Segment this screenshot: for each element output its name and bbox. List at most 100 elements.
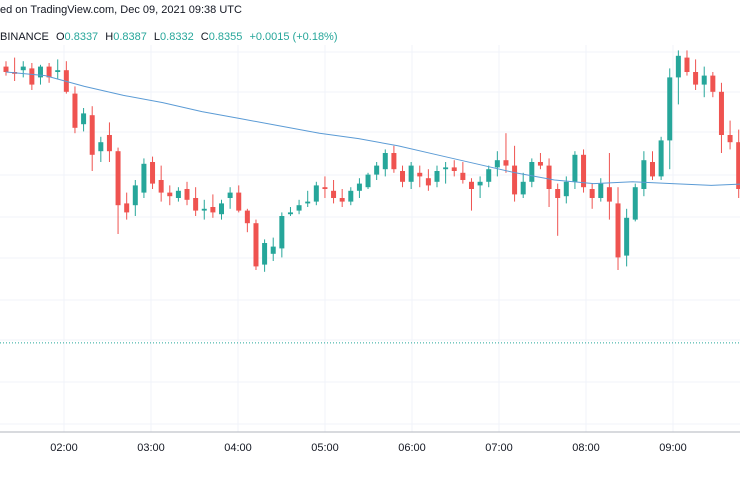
candle [736,129,740,198]
candle-body [624,217,630,256]
candle-body [305,201,311,204]
candle-body [331,190,337,198]
high-value: 0.8387 [113,31,147,43]
candle [253,219,259,270]
candle-body [701,75,707,85]
candle-body [641,160,647,189]
candle-body [339,198,345,202]
low-label: L [153,31,161,43]
candle-body [348,190,354,202]
candle [313,181,319,206]
candle-body [236,192,242,211]
candle-body [37,66,43,78]
candle [374,162,380,180]
candle [167,185,173,206]
candle [227,187,233,209]
candle [624,208,630,267]
candle-body [563,181,569,197]
candle [684,50,690,76]
candle-body [227,192,233,198]
candle-body [589,189,595,198]
candle [546,158,552,207]
candle-body [287,212,293,215]
time-tick-label: 09:00 [659,442,687,454]
candle [29,63,35,90]
candle-body [468,181,474,189]
low-value: 0.8332 [160,31,194,43]
candle [72,86,78,134]
candle [468,178,474,211]
candle-body [322,187,328,189]
candle [529,158,535,188]
candle [589,183,595,209]
candle-body [29,68,35,85]
candle [115,147,121,234]
time-tick-label: 05:00 [311,442,339,454]
symbol-exchange: BINANCE [0,31,49,43]
candle [675,50,681,105]
candle-body [693,72,699,85]
candle [236,185,242,213]
candle-body [175,190,181,198]
candle-body [443,167,449,170]
candle [701,66,707,98]
candle-body [675,55,681,78]
candle [210,194,216,218]
candle [400,165,406,188]
candle [667,68,673,170]
candle [434,165,440,188]
candle-body [81,113,87,125]
candle [175,187,181,202]
close-value: 0.8355 [208,31,243,43]
candle-body [555,189,561,198]
candle [270,237,276,261]
candle-body [598,183,604,198]
candle-body [727,135,733,143]
candle [279,212,285,258]
candle-body [313,185,319,202]
candle-body [201,208,207,211]
candle [356,178,362,198]
candle [632,183,638,222]
candle-body [262,243,268,265]
candle-body [658,140,664,177]
change-value: +0.0015 (+0.18%) [249,31,338,43]
candle [391,145,397,173]
candle-body [537,162,543,166]
candle [193,187,199,216]
open-label: O [55,31,65,43]
moving-average-line [5,71,740,186]
candle [348,187,354,206]
candle-body [3,66,9,72]
candle-body [158,180,164,193]
candle-body [279,216,285,249]
open-value: 0.8337 [64,31,99,43]
candle [158,165,164,202]
candle [46,63,52,83]
candle-body [736,142,740,189]
candle [106,122,112,162]
candle [124,192,130,220]
candle-body [210,207,216,213]
candle-body [451,167,457,171]
candle-body [417,172,423,177]
candle [486,165,492,188]
candle [451,160,457,177]
candle [641,151,647,197]
candle-body [520,181,526,195]
candle-body [581,154,587,188]
candle [512,145,518,202]
candle [718,82,724,153]
candle [305,190,311,207]
candle-body [512,165,518,195]
candle-body [546,165,552,189]
candle [141,158,147,198]
candle [650,151,655,180]
candle [339,189,345,207]
candle-body [529,162,535,182]
candle [55,59,61,80]
candles [3,50,740,272]
candle [132,180,138,216]
candle [727,120,733,150]
